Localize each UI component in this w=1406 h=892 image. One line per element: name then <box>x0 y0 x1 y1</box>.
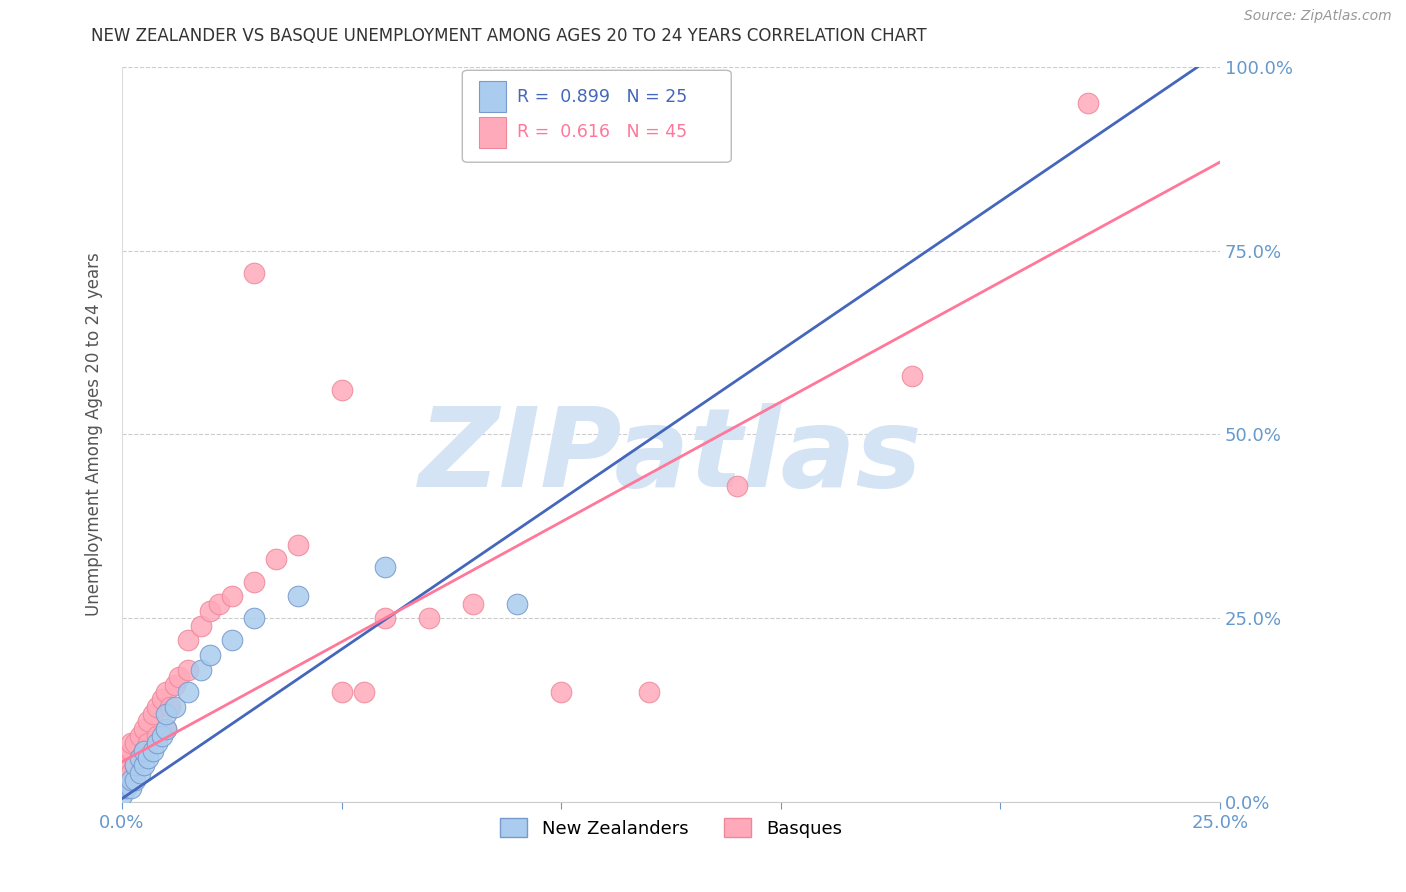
Point <box>120 780 142 795</box>
Point <box>128 765 150 780</box>
Point <box>138 751 160 765</box>
Point <box>132 758 155 772</box>
Point <box>120 773 142 788</box>
Point <box>198 648 221 662</box>
Point <box>901 368 924 383</box>
Point <box>221 589 243 603</box>
Text: Source: ZipAtlas.com: Source: ZipAtlas.com <box>1244 9 1392 23</box>
Point <box>330 685 353 699</box>
Point <box>418 611 440 625</box>
Point <box>725 479 748 493</box>
Point <box>353 685 375 699</box>
Point <box>287 538 309 552</box>
Point <box>190 663 212 677</box>
Point <box>124 736 146 750</box>
Point <box>115 780 138 795</box>
Point <box>330 384 353 398</box>
Point <box>120 736 142 750</box>
Point <box>155 722 177 736</box>
Text: ZIPatlas: ZIPatlas <box>419 403 922 510</box>
Point <box>374 611 396 625</box>
Point <box>159 699 181 714</box>
Point <box>120 765 142 780</box>
Point <box>146 729 169 743</box>
Point <box>128 751 150 765</box>
Text: R =  0.616   N = 45: R = 0.616 N = 45 <box>517 123 688 141</box>
Point <box>177 685 200 699</box>
Point <box>221 633 243 648</box>
Point <box>163 699 186 714</box>
Point <box>167 670 190 684</box>
FancyBboxPatch shape <box>463 70 731 162</box>
Point <box>550 685 572 699</box>
Point <box>287 589 309 603</box>
Legend: New Zealanders, Basques: New Zealanders, Basques <box>492 811 849 845</box>
Point <box>463 597 485 611</box>
Point <box>177 633 200 648</box>
Point <box>124 758 146 772</box>
FancyBboxPatch shape <box>479 117 506 147</box>
Point <box>242 266 264 280</box>
Point <box>138 736 160 750</box>
Point <box>374 559 396 574</box>
Point <box>150 729 173 743</box>
Text: R =  0.899   N = 25: R = 0.899 N = 25 <box>517 87 688 106</box>
Point <box>132 722 155 736</box>
Point <box>638 685 661 699</box>
Point <box>124 773 146 788</box>
Point <box>115 773 138 788</box>
Point <box>120 744 142 758</box>
Point <box>264 552 287 566</box>
Point <box>132 744 155 758</box>
Y-axis label: Unemployment Among Ages 20 to 24 years: Unemployment Among Ages 20 to 24 years <box>86 252 103 616</box>
Point <box>128 729 150 743</box>
Point <box>111 788 134 802</box>
Point <box>115 751 138 765</box>
Point <box>138 714 160 729</box>
Point <box>190 618 212 632</box>
Point <box>1077 96 1099 111</box>
Point <box>150 692 173 706</box>
Text: NEW ZEALANDER VS BASQUE UNEMPLOYMENT AMONG AGES 20 TO 24 YEARS CORRELATION CHART: NEW ZEALANDER VS BASQUE UNEMPLOYMENT AMO… <box>91 27 927 45</box>
Point <box>198 604 221 618</box>
Point <box>146 736 169 750</box>
Point <box>142 706 165 721</box>
Point <box>111 758 134 772</box>
FancyBboxPatch shape <box>479 81 506 112</box>
Point <box>142 744 165 758</box>
Point <box>506 597 529 611</box>
Point <box>163 677 186 691</box>
Point <box>124 758 146 772</box>
Point <box>242 611 264 625</box>
Point <box>242 574 264 589</box>
Point <box>132 744 155 758</box>
Point <box>111 780 134 795</box>
Point <box>155 685 177 699</box>
Point <box>208 597 231 611</box>
Point <box>155 706 177 721</box>
Point <box>177 663 200 677</box>
Point <box>155 722 177 736</box>
Point <box>128 751 150 765</box>
Point <box>146 699 169 714</box>
